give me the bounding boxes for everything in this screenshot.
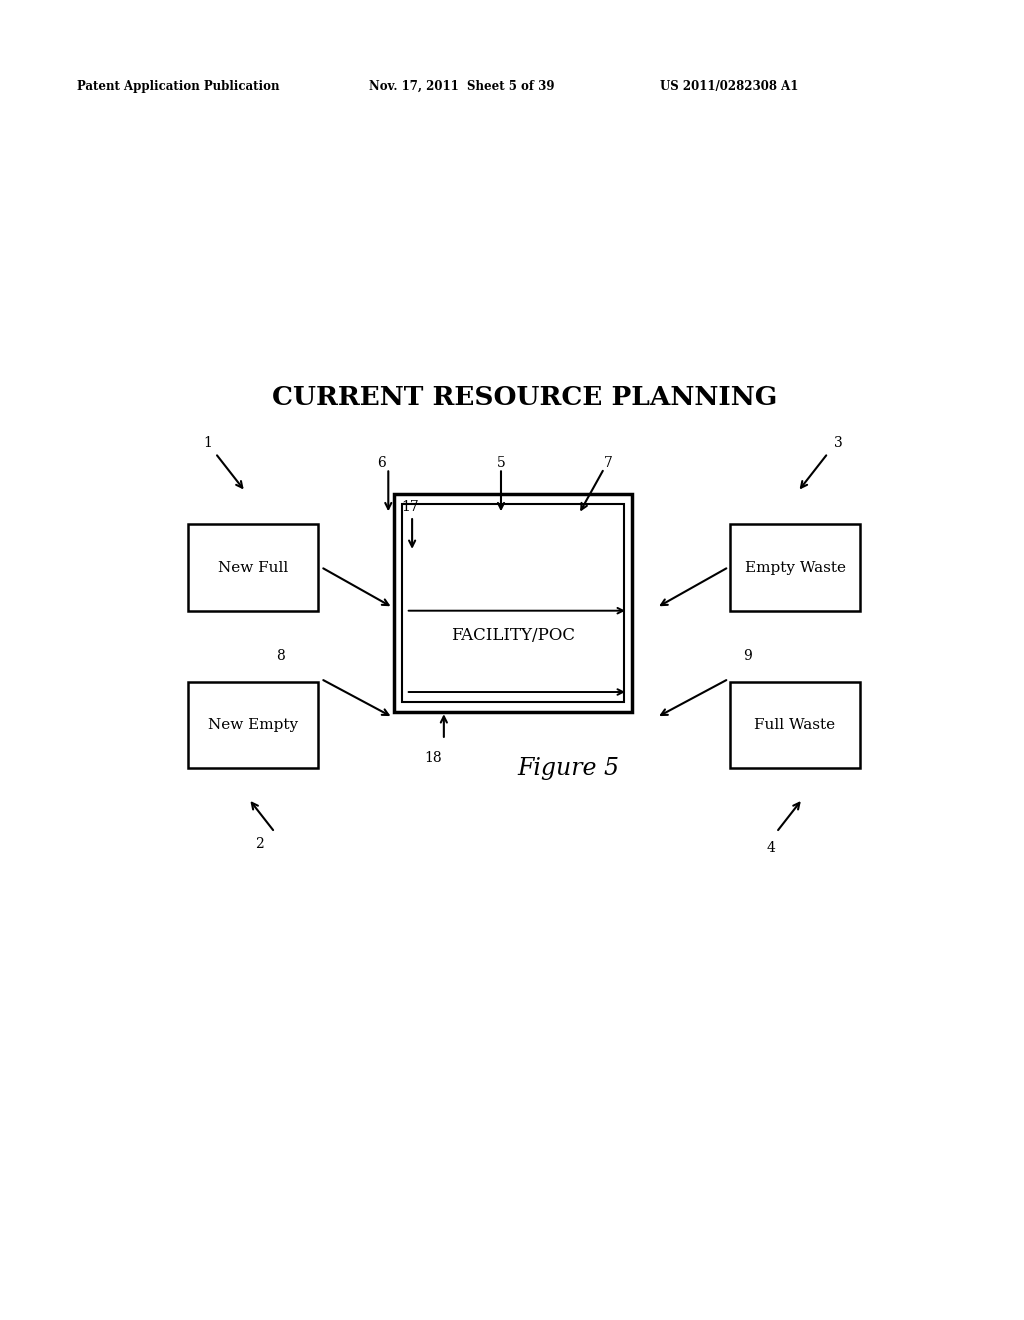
Text: Patent Application Publication: Patent Application Publication <box>77 79 280 92</box>
Text: New Empty: New Empty <box>208 718 298 733</box>
Text: New Full: New Full <box>218 561 288 574</box>
Text: Empty Waste: Empty Waste <box>744 561 846 574</box>
Bar <box>401 504 624 702</box>
Text: 1: 1 <box>203 436 212 450</box>
Text: 9: 9 <box>742 649 752 664</box>
Bar <box>394 494 632 713</box>
Text: 4: 4 <box>766 841 775 854</box>
Text: Figure 5: Figure 5 <box>517 756 620 780</box>
Bar <box>729 524 860 611</box>
Text: Nov. 17, 2011  Sheet 5 of 39: Nov. 17, 2011 Sheet 5 of 39 <box>369 79 554 92</box>
Text: 3: 3 <box>834 436 843 450</box>
Bar <box>187 682 318 768</box>
Text: CURRENT RESOURCE PLANNING: CURRENT RESOURCE PLANNING <box>272 384 777 409</box>
Text: FACILITY/POC: FACILITY/POC <box>451 627 574 644</box>
Text: 7: 7 <box>604 457 612 470</box>
Text: US 2011/0282308 A1: US 2011/0282308 A1 <box>660 79 799 92</box>
Text: 2: 2 <box>255 837 263 851</box>
Text: 17: 17 <box>401 500 420 513</box>
Text: 5: 5 <box>497 457 506 470</box>
Bar <box>729 682 860 768</box>
Bar <box>187 524 318 611</box>
Text: 6: 6 <box>378 457 386 470</box>
Text: Full Waste: Full Waste <box>755 718 836 733</box>
Text: 18: 18 <box>425 751 442 766</box>
Text: 8: 8 <box>276 649 285 664</box>
